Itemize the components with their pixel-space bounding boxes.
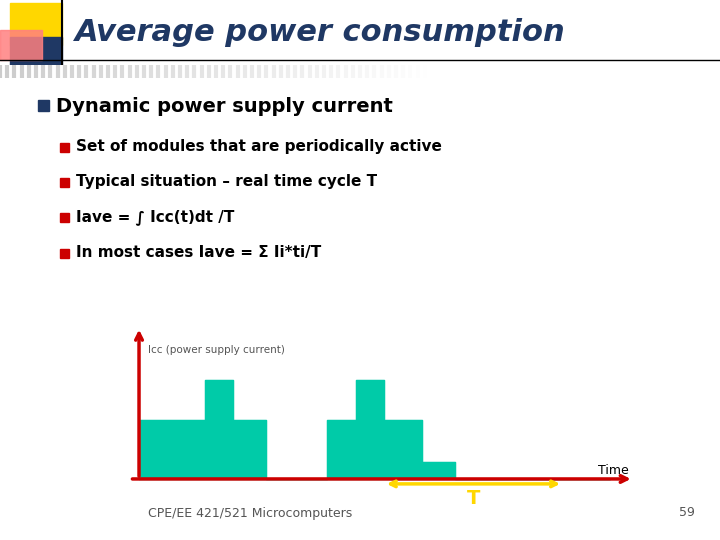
Bar [10, 3, 62, 45]
Bar [60, 143, 69, 152]
Text: Set of modules that are periodically active: Set of modules that are periodically act… [76, 139, 442, 154]
Bar [38, 100, 49, 111]
Text: T: T [467, 489, 480, 508]
Text: Typical situation – real time cycle T: Typical situation – real time cycle T [76, 174, 377, 190]
Text: Time: Time [598, 464, 629, 477]
Text: Iave = ∫ Icc(t)dt /T: Iave = ∫ Icc(t)dt /T [76, 210, 235, 225]
Bar [10, 37, 62, 65]
Text: Average power consumption: Average power consumption [75, 18, 566, 48]
Bar [0, 30, 42, 60]
Text: Icc (power supply current): Icc (power supply current) [148, 345, 285, 355]
Text: CPE/EE 421/521 Microcomputers: CPE/EE 421/521 Microcomputers [148, 507, 352, 519]
Text: 59: 59 [679, 507, 695, 519]
Bar [60, 213, 69, 222]
Text: In most cases Iave = Σ Ii*ti/T: In most cases Iave = Σ Ii*ti/T [76, 245, 321, 260]
Bar [60, 178, 69, 187]
Text: Dynamic power supply current: Dynamic power supply current [56, 97, 393, 116]
Bar [60, 248, 69, 258]
